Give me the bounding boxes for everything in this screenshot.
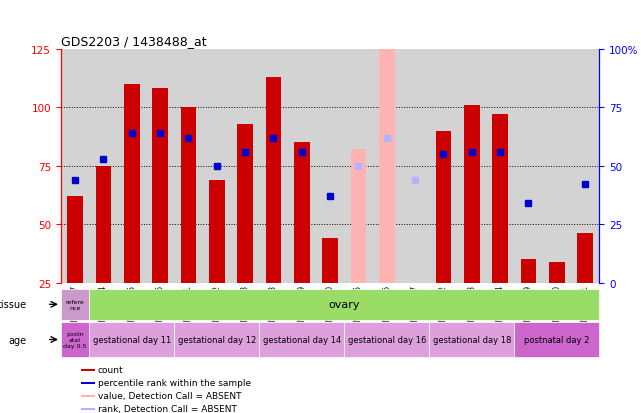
Bar bbox=[429, 322, 514, 357]
Bar bbox=[61, 322, 89, 357]
Bar bbox=[578, 234, 593, 283]
Bar bbox=[344, 322, 429, 357]
Bar bbox=[124, 85, 140, 283]
Bar bbox=[492, 115, 508, 283]
Text: postnatal day 2: postnatal day 2 bbox=[524, 335, 590, 344]
Bar bbox=[81, 395, 96, 397]
Text: gestational day 11: gestational day 11 bbox=[92, 335, 171, 344]
Text: gestational day 12: gestational day 12 bbox=[178, 335, 256, 344]
Bar bbox=[209, 180, 224, 283]
Text: age: age bbox=[9, 335, 27, 345]
Bar bbox=[67, 197, 83, 283]
Bar bbox=[351, 150, 366, 283]
Text: value, Detection Call = ABSENT: value, Detection Call = ABSENT bbox=[98, 392, 241, 400]
Text: gestational day 16: gestational day 16 bbox=[347, 335, 426, 344]
Bar bbox=[81, 382, 96, 384]
Bar bbox=[514, 322, 599, 357]
Text: rank, Detection Call = ABSENT: rank, Detection Call = ABSENT bbox=[98, 404, 237, 413]
Bar bbox=[265, 78, 281, 283]
Text: ovary: ovary bbox=[329, 299, 360, 310]
Bar bbox=[81, 369, 96, 371]
Bar bbox=[259, 322, 344, 357]
Bar bbox=[464, 106, 479, 283]
Bar bbox=[322, 239, 338, 283]
Bar bbox=[96, 166, 111, 283]
Bar bbox=[549, 262, 565, 283]
Bar bbox=[407, 283, 423, 287]
Bar bbox=[436, 131, 451, 283]
Bar bbox=[520, 260, 537, 283]
Bar bbox=[89, 322, 174, 357]
Text: gestational day 18: gestational day 18 bbox=[433, 335, 511, 344]
Text: refere
nce: refere nce bbox=[65, 299, 85, 310]
Bar bbox=[174, 322, 259, 357]
Text: percentile rank within the sample: percentile rank within the sample bbox=[98, 378, 251, 387]
Text: GDS2203 / 1438488_at: GDS2203 / 1438488_at bbox=[61, 36, 206, 48]
Text: tissue: tissue bbox=[0, 299, 27, 310]
Text: postn
atal
day 0.5: postn atal day 0.5 bbox=[63, 331, 87, 348]
Bar bbox=[379, 50, 395, 283]
Text: gestational day 14: gestational day 14 bbox=[263, 335, 341, 344]
Bar bbox=[294, 143, 310, 283]
Text: count: count bbox=[98, 366, 124, 375]
Bar bbox=[81, 408, 96, 410]
Bar bbox=[153, 89, 168, 283]
Bar bbox=[61, 289, 89, 320]
Bar bbox=[237, 124, 253, 283]
Bar bbox=[181, 108, 196, 283]
